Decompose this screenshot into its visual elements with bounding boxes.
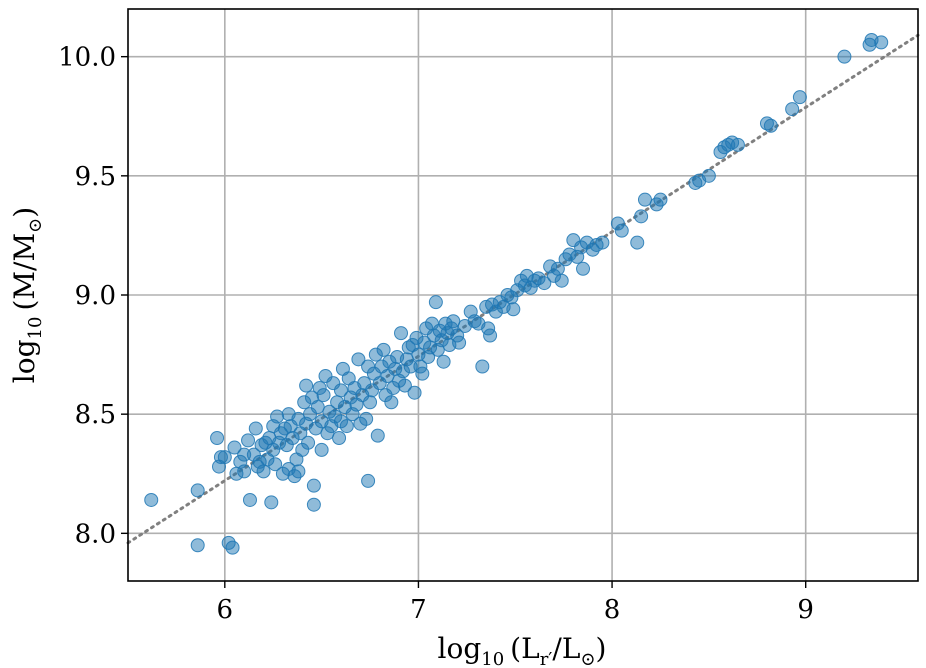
y-axis-label: log10(M/M⊙) <box>8 207 46 383</box>
data-point <box>614 223 629 238</box>
data-point <box>394 326 409 341</box>
data-point <box>384 395 399 410</box>
data-point <box>475 359 490 374</box>
data-point <box>397 378 412 393</box>
x-tick-label: 8 <box>604 595 621 625</box>
data-point <box>351 352 366 367</box>
data-point <box>576 261 591 276</box>
data-point <box>270 409 285 424</box>
data-point <box>264 495 279 510</box>
data-point <box>241 433 256 448</box>
data-point <box>306 497 321 512</box>
data-point <box>363 395 378 410</box>
data-point <box>792 90 807 105</box>
data-point <box>730 137 745 152</box>
data-point <box>314 442 329 457</box>
data-point <box>359 411 374 426</box>
data-point <box>361 473 376 488</box>
data-point <box>537 276 552 291</box>
x-axis-label: log10 (Lr′/L⊙) <box>438 632 607 668</box>
data-point <box>144 492 159 507</box>
data-point <box>653 192 668 207</box>
data-point <box>763 118 778 133</box>
data-point <box>291 464 306 479</box>
data-point <box>217 450 232 465</box>
data-point <box>874 35 889 50</box>
data-point <box>483 328 498 343</box>
data-point <box>190 538 205 553</box>
data-point <box>595 235 610 250</box>
data-point <box>256 464 271 479</box>
data-point <box>452 335 467 350</box>
data-point <box>268 457 283 472</box>
data-point <box>634 209 649 224</box>
data-point <box>630 235 645 250</box>
y-tick-label: 8.5 <box>75 400 116 430</box>
data-point <box>376 342 391 357</box>
data-point <box>637 192 652 207</box>
data-point <box>407 385 422 400</box>
data-point <box>506 302 521 317</box>
data-point <box>701 168 716 183</box>
data-point <box>227 440 242 455</box>
data-point <box>225 540 240 555</box>
data-point <box>837 49 852 64</box>
data-point <box>210 431 225 445</box>
data-point <box>785 102 800 117</box>
data-point <box>301 435 316 450</box>
x-tick-label: 9 <box>797 595 814 625</box>
data-point <box>248 421 263 436</box>
data-point <box>436 354 451 369</box>
data-points <box>144 32 889 555</box>
data-point <box>332 431 347 445</box>
data-point <box>316 388 331 403</box>
y-tick-label: 9.0 <box>75 281 116 311</box>
data-point <box>310 400 325 415</box>
y-tick-label: 10.0 <box>58 43 116 73</box>
data-point <box>237 464 252 479</box>
data-point <box>428 295 443 310</box>
x-tick-label: 7 <box>410 595 427 625</box>
data-point <box>306 478 321 493</box>
data-point <box>370 428 385 443</box>
data-point <box>333 383 348 398</box>
grid-lines <box>128 9 918 581</box>
data-point <box>242 492 257 507</box>
data-point <box>299 378 314 393</box>
data-point <box>446 314 461 329</box>
x-tick-label: 6 <box>217 595 234 625</box>
data-point <box>339 419 354 434</box>
y-tick-label: 9.5 <box>75 162 116 192</box>
data-point <box>190 483 205 498</box>
y-tick-label: 8.0 <box>75 519 116 549</box>
axis-ticks: 6 7 8 9 8.0 8.5 9.0 9.5 10.0 <box>58 43 814 625</box>
data-point <box>554 273 569 288</box>
data-point <box>415 366 430 381</box>
